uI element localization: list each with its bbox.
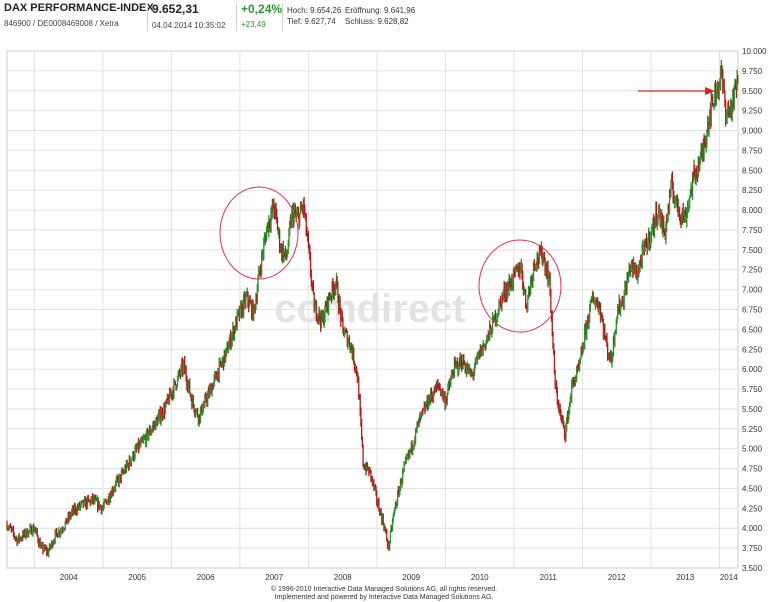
y-tick-label: 7.500 <box>742 246 763 255</box>
header-divider <box>282 3 283 31</box>
powered-by-line: Implemented and powered by Interactive D… <box>274 594 494 601</box>
y-tick-label: 6.250 <box>742 345 763 354</box>
y-tick-label: 9.000 <box>742 127 763 136</box>
change-info: +0,24% +23,49 <box>241 2 282 29</box>
instrument-id-line: 846900 / DE0008469008 / Xetra <box>4 19 119 28</box>
y-tick-label: 8.250 <box>742 186 763 195</box>
y-tick-label: 3.500 <box>742 564 763 573</box>
x-tick-label: 2007 <box>265 573 283 582</box>
x-tick-label: 2012 <box>608 573 626 582</box>
y-axis-labels: 3.500 3.750 4.000 4.250 4.500 4.750 5.000 5.250… <box>742 47 767 573</box>
quote-datetime: 04.04.2014 10:35:02 <box>152 21 226 30</box>
low-label: Tief: <box>287 17 303 26</box>
y-tick-label: 5.000 <box>742 445 763 454</box>
x-tick-label: 2004 <box>60 573 78 582</box>
y-tick-label: 9.500 <box>742 87 763 96</box>
y-tick-label: 4.750 <box>742 465 763 474</box>
y-tick-label: 6.500 <box>742 325 763 334</box>
y-tick-label: 8.000 <box>742 206 763 215</box>
x-tick-label: 2005 <box>128 573 146 582</box>
y-tick-label: 5.250 <box>742 425 763 434</box>
y-tick-label: 7.000 <box>742 286 763 295</box>
y-tick-label: 7.750 <box>742 226 763 235</box>
x-tick-label: 2011 <box>540 573 558 582</box>
x-tick-label: 2010 <box>471 573 489 582</box>
copyright-footer: © 1996-2010 Interactive Data Managed Sol… <box>0 586 768 602</box>
y-tick-label: 8.500 <box>742 166 763 175</box>
highlight-circle-2011 <box>478 239 562 333</box>
instrument-info: DAX PERFORMANCE-INDEX 846900 / DE0008469… <box>4 2 154 28</box>
y-tick-label: 6.750 <box>742 306 763 315</box>
y-tick-label: 8.750 <box>742 146 763 155</box>
y-tick-label: 10.000 <box>742 47 767 56</box>
header-divider <box>147 3 148 31</box>
open-value: 9.641,96 <box>384 6 416 15</box>
y-tick-label: 4.500 <box>742 484 763 493</box>
y-tick-label: 9.250 <box>742 107 763 116</box>
high-value: 9.654,26 <box>310 6 342 15</box>
highlight-circle-2007 <box>219 186 299 280</box>
y-tick-label: 4.250 <box>742 504 763 513</box>
x-tick-label: 2006 <box>197 573 215 582</box>
watermark-logo: comdirect <box>274 287 465 331</box>
y-tick-label: 4.000 <box>742 524 763 533</box>
instrument-name: DAX PERFORMANCE-INDEX <box>4 2 154 14</box>
x-tick-label: 2014 <box>720 573 738 582</box>
quote-header: DAX PERFORMANCE-INDEX 846900 / DE0008469… <box>0 0 768 34</box>
x-tick-label: 2009 <box>402 573 420 582</box>
price-info: 9.652,31 04.04.2014 10:35:02 <box>152 2 225 30</box>
x-tick-label: 2013 <box>676 573 694 582</box>
y-tick-label: 3.750 <box>742 544 763 553</box>
close-value: 9.628,82 <box>377 17 409 26</box>
copyright-line: © 1996-2010 Interactive Data Managed Sol… <box>270 586 498 593</box>
change-percent: +0,24% <box>241 2 283 16</box>
y-tick-label: 5.500 <box>742 405 763 414</box>
price-bars <box>6 60 739 558</box>
change-absolute: +23,49 <box>241 20 266 29</box>
annotations <box>219 87 715 333</box>
open-close-block: Eröffnung: 9.641,96 Schluss: 9.628,82 <box>345 5 415 27</box>
low-value: 9.627,74 <box>304 17 336 26</box>
y-tick-label: 6.000 <box>742 365 763 374</box>
y-tick-label: 5.750 <box>742 385 763 394</box>
header-divider <box>236 3 237 31</box>
y-tick-label: 9.750 <box>742 67 763 76</box>
close-label: Schluss: <box>345 17 376 26</box>
last-price: 9.652,31 <box>152 2 199 16</box>
open-label: Eröffnung: <box>345 6 382 15</box>
high-low-block: Hoch: 9.654,26 Tief: 9.627,74 <box>287 5 341 27</box>
y-tick-label: 7.250 <box>742 266 763 275</box>
arrow-head <box>705 87 715 95</box>
x-axis-labels: 2004 2005 2006 2007 2008 2009 2010 2011 2012 2013… <box>60 573 738 582</box>
high-label: Hoch: <box>287 6 308 15</box>
x-tick-label: 2008 <box>334 573 352 582</box>
